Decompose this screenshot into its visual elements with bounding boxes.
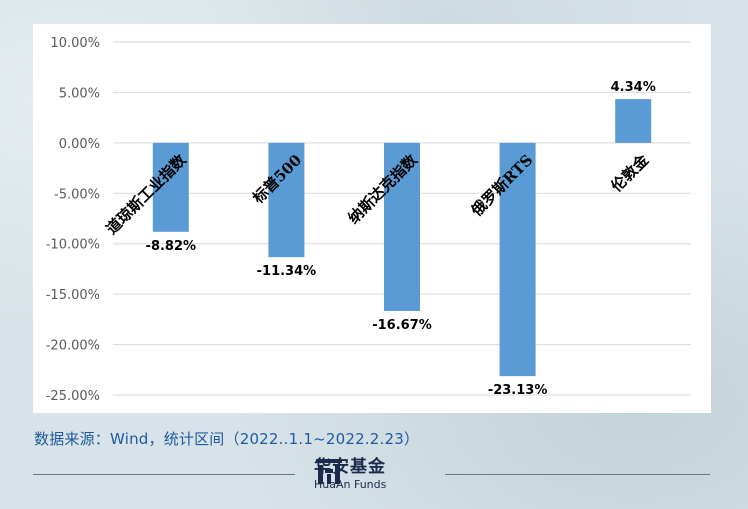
source-note: 数据来源：Wind，统计区间（2022..1.1~2022.2.23）: [34, 430, 420, 448]
y-tick-label: -15.00%: [46, 288, 100, 303]
bar: [499, 142, 536, 377]
huaan-logo-icon: [316, 459, 342, 484]
y-tick-label: -10.00%: [46, 238, 100, 253]
y-axis: 10.00% 5.00% 0.00% -5.00% -10.00% -15.00% -20.…: [46, 36, 100, 404]
brand-logo: 华安基金 HuaAn Funds: [314, 456, 386, 492]
y-tick-label: 10.00%: [50, 36, 100, 51]
logo-english-name: HuaAn Funds: [314, 477, 387, 491]
bar: [615, 99, 652, 143]
bars: [152, 99, 652, 377]
bar: [152, 142, 189, 232]
data-label: -8.82%: [146, 239, 197, 254]
y-tick-label: 5.00%: [59, 86, 100, 101]
chart-area: 10.00% 5.00% 0.00% -5.00% -10.00% -15.00% -20.…: [33, 24, 711, 413]
data-label: -16.67%: [372, 318, 432, 333]
y-tick-label: -20.00%: [46, 339, 100, 354]
bar: [268, 142, 305, 258]
y-tick-label: 0.00%: [59, 137, 100, 152]
data-label: -23.13%: [488, 383, 548, 398]
y-tick-label: -25.00%: [46, 389, 100, 404]
footer-divider-left: [33, 474, 295, 475]
category-label: 伦敦金: [607, 150, 652, 195]
y-tick-label: -5.00%: [54, 187, 100, 202]
data-label: 4.34%: [611, 80, 656, 95]
bar: [384, 142, 420, 311]
bar-chart: 10.00% 5.00% 0.00% -5.00% -10.00% -15.00% -20.…: [46, 36, 691, 404]
footer-divider-right: [445, 474, 710, 475]
data-label: -11.34%: [257, 264, 317, 279]
data-labels: -8.82% -11.34% -16.67% -23.13% 4.34%: [146, 80, 656, 398]
